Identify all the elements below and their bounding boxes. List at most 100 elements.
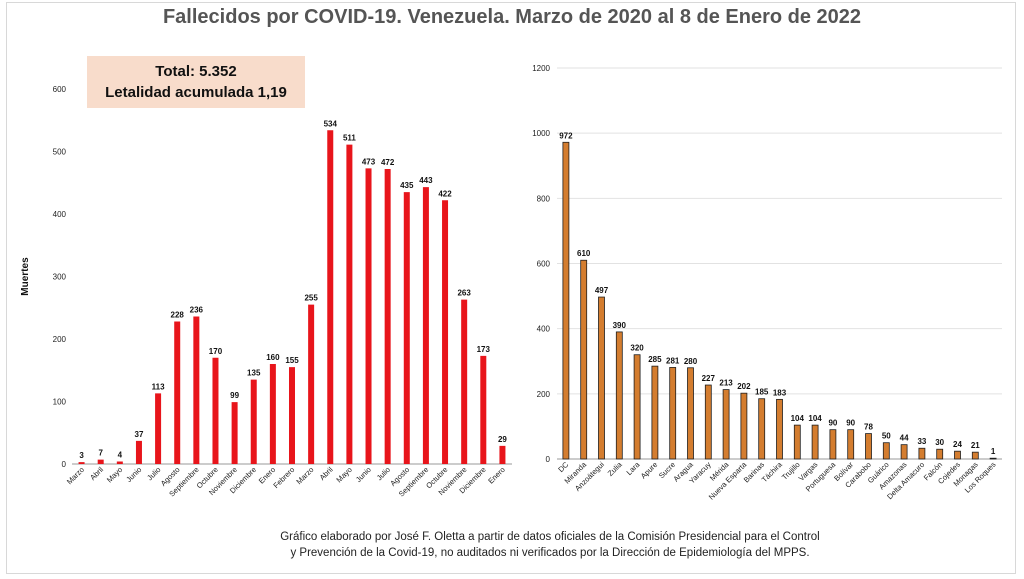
monthly-data-label: 511 xyxy=(343,134,356,143)
state-bar xyxy=(989,457,997,460)
monthly-bar xyxy=(365,168,372,464)
monthly-data-label: 170 xyxy=(209,347,223,356)
monthly-bar xyxy=(346,144,353,464)
state-data-label: 320 xyxy=(630,344,644,353)
state-data-label: 33 xyxy=(917,437,926,446)
monthly-bar xyxy=(250,379,257,464)
monthly-y-tick: 600 xyxy=(53,85,67,94)
state-data-label: 90 xyxy=(828,419,837,428)
monthly-bar xyxy=(116,461,123,464)
monthly-data-label: 173 xyxy=(477,345,491,354)
state-data-label: 44 xyxy=(900,434,909,443)
monthly-y-tick: 0 xyxy=(62,460,67,469)
summary-box: Total: 5.352 Letalidad acumulada 1,19 xyxy=(87,56,305,108)
monthly-data-label: 3 xyxy=(79,451,84,460)
state-bar xyxy=(651,365,659,460)
state-bar xyxy=(687,367,694,460)
monthly-data-label: 472 xyxy=(381,158,395,167)
monthly-data-label: 228 xyxy=(171,311,185,320)
monthly-bar xyxy=(174,321,181,464)
state-y-tick: 200 xyxy=(537,390,551,399)
state-bar xyxy=(971,451,979,460)
monthly-data-label: 4 xyxy=(118,451,123,460)
page-frame xyxy=(6,2,1016,574)
monthly-bar xyxy=(308,304,315,464)
monthly-data-label: 422 xyxy=(438,189,452,198)
chart-title: Fallecidos por COVID-19. Venezuela. Marz… xyxy=(162,6,862,28)
state-bar xyxy=(936,448,944,460)
lethality-label: Letalidad acumulada 1,19 xyxy=(105,84,287,101)
monthly-data-label: 473 xyxy=(362,157,376,166)
monthly-data-label: 135 xyxy=(247,369,261,378)
state-data-label: 78 xyxy=(864,423,873,432)
monthly-bar xyxy=(480,355,487,464)
monthly-data-label: 255 xyxy=(304,294,318,303)
state-bar xyxy=(704,384,712,460)
state-bar xyxy=(900,444,908,460)
monthly-data-label: 263 xyxy=(457,289,471,298)
state-category-label: Apure xyxy=(639,460,660,481)
state-y-tick: 600 xyxy=(537,260,551,269)
monthly-bar xyxy=(269,364,276,464)
state-data-label: 280 xyxy=(684,357,698,366)
state-bar xyxy=(847,429,855,460)
monthly-bar xyxy=(231,402,238,464)
state-bar xyxy=(776,398,783,460)
state-y-tick: 400 xyxy=(537,325,551,334)
monthly-bar xyxy=(327,130,334,464)
monthly-y-axis-label: Muertes xyxy=(20,257,31,296)
state-data-label: 24 xyxy=(953,440,962,449)
monthly-bar xyxy=(135,440,142,464)
state-bar xyxy=(882,442,890,460)
state-data-label: 972 xyxy=(559,131,573,140)
monthly-bar xyxy=(461,299,468,464)
monthly-data-label: 7 xyxy=(98,449,103,458)
state-bar xyxy=(758,398,766,460)
monthly-data-label: 155 xyxy=(285,356,299,365)
monthly-bar xyxy=(212,357,219,464)
monthly-bar xyxy=(499,445,506,464)
monthly-data-label: 29 xyxy=(498,435,507,444)
monthly-y-tick: 200 xyxy=(53,335,67,344)
monthly-bar xyxy=(384,169,391,464)
state-y-tick: 1200 xyxy=(532,64,550,73)
state-bar xyxy=(669,367,677,460)
state-bar xyxy=(598,296,605,460)
state-data-label: 610 xyxy=(577,249,591,258)
source-note-line-2: y Prevención de la Covid-19, no auditado… xyxy=(290,547,810,559)
state-data-label: 90 xyxy=(846,419,855,428)
state-category-label: Táchira xyxy=(760,459,785,484)
state-bar xyxy=(918,447,926,460)
state-data-label: 1 xyxy=(991,447,996,456)
state-bar xyxy=(793,424,801,460)
monthly-data-label: 435 xyxy=(400,181,414,190)
monthly-deaths-chart: 0100200300400500600Muertes3Marzo7Abril4M… xyxy=(20,85,512,499)
source-note-line-1: Gráfico elaborado por José F. Oletta a p… xyxy=(280,531,820,543)
monthly-data-label: 534 xyxy=(324,119,338,128)
state-y-tick: 1000 xyxy=(532,129,550,138)
state-bar xyxy=(954,450,961,460)
monthly-data-label: 160 xyxy=(266,353,280,362)
monthly-bar xyxy=(422,187,429,464)
monthly-data-label: 236 xyxy=(190,306,204,315)
state-data-label: 227 xyxy=(702,374,716,383)
state-y-tick: 0 xyxy=(546,455,551,464)
state-bar xyxy=(740,392,748,460)
state-data-label: 185 xyxy=(755,388,769,397)
state-data-label: 104 xyxy=(808,414,822,423)
state-data-label: 30 xyxy=(935,438,944,447)
state-y-tick: 800 xyxy=(537,194,551,203)
state-data-label: 202 xyxy=(737,382,751,391)
monthly-bar xyxy=(289,367,295,464)
total-deaths-label: Total: 5.352 xyxy=(155,63,237,80)
state-bar xyxy=(562,141,570,460)
state-bar xyxy=(633,354,641,460)
monthly-bar xyxy=(442,200,449,464)
monthly-data-label: 37 xyxy=(135,430,144,439)
state-bar xyxy=(865,433,872,460)
state-data-label: 104 xyxy=(791,414,805,423)
monthly-bar xyxy=(78,462,85,464)
monthly-data-label: 99 xyxy=(230,391,239,400)
monthly-bar xyxy=(155,393,162,464)
